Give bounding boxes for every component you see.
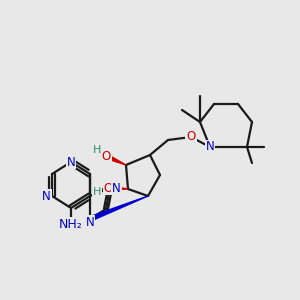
Polygon shape — [89, 196, 148, 221]
Text: N: N — [112, 182, 121, 194]
Text: N: N — [206, 140, 214, 154]
Text: NH₂: NH₂ — [59, 218, 83, 230]
Polygon shape — [107, 155, 126, 165]
Text: O: O — [104, 182, 113, 194]
Text: N: N — [67, 155, 75, 169]
Text: O: O — [102, 151, 111, 164]
Text: H: H — [93, 145, 101, 155]
Text: O: O — [186, 130, 196, 143]
Polygon shape — [110, 186, 128, 190]
Text: N: N — [42, 190, 51, 202]
Text: N: N — [85, 215, 94, 229]
Text: H: H — [93, 187, 101, 197]
